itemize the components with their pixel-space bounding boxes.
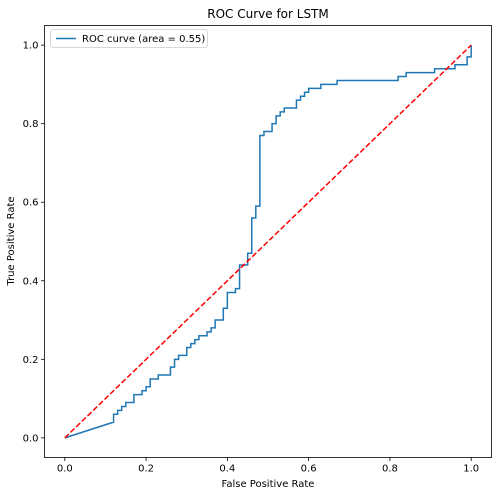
y-axis-ticks: 0.0 0.2 0.4 0.6 0.8 1.0 xyxy=(23,41,45,444)
x-tick-label: 0.4 xyxy=(219,464,235,475)
roc-curve-line xyxy=(64,45,472,439)
legend: ROC curve (area = 0.55) xyxy=(50,29,208,48)
y-axis-label: True Positive Rate xyxy=(6,196,17,286)
x-axis-ticks: 0.0 0.2 0.4 0.6 0.8 1.0 xyxy=(57,457,479,475)
x-tick-label: 1.0 xyxy=(463,464,479,475)
y-tick-label: 0.0 xyxy=(23,433,39,444)
y-tick-label: 0.2 xyxy=(23,355,39,366)
x-axis-label: False Positive Rate xyxy=(222,479,315,490)
y-tick-label: 0.8 xyxy=(23,119,39,130)
y-tick-label: 0.6 xyxy=(23,198,39,209)
legend-label-roc: ROC curve (area = 0.55) xyxy=(82,34,205,45)
legend-box xyxy=(50,29,208,48)
chart-title: ROC Curve for LSTM xyxy=(207,7,329,21)
chance-diagonal-line xyxy=(64,44,472,439)
x-tick-label: 0.8 xyxy=(382,464,398,475)
series-layer xyxy=(64,44,472,439)
x-tick-label: 0.0 xyxy=(57,464,73,475)
y-tick-label: 1.0 xyxy=(23,41,39,52)
y-tick-label: 0.4 xyxy=(23,276,39,287)
x-tick-label: 0.2 xyxy=(138,464,154,475)
x-tick-label: 0.6 xyxy=(301,464,317,475)
plot-area: 0.0 0.2 0.4 0.6 0.8 1.0 0.0 0.2 0.4 0.6 0.8 1.0 xyxy=(23,25,492,475)
